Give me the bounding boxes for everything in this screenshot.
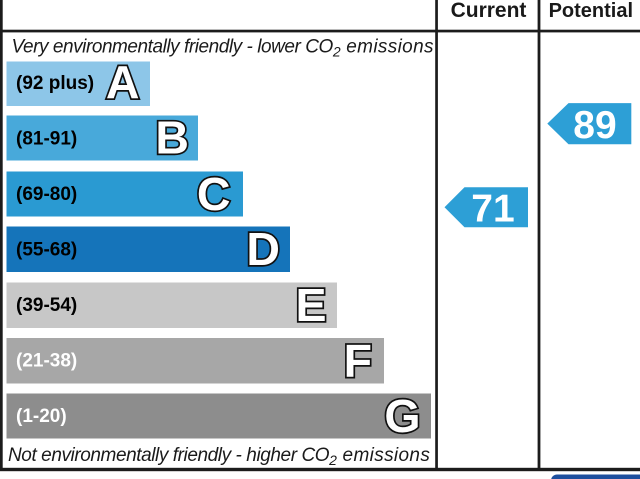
svg-text:B: B xyxy=(155,112,189,164)
svg-text:(81-91): (81-91) xyxy=(16,128,77,149)
svg-text:89: 89 xyxy=(573,104,616,147)
svg-text:Very environmentally friendly: Very environmentally friendly - lower CO… xyxy=(12,37,435,60)
svg-text:D: D xyxy=(246,223,280,275)
svg-text:G: G xyxy=(384,390,420,442)
svg-text:(39-54): (39-54) xyxy=(16,295,77,316)
svg-text:(55-68): (55-68) xyxy=(16,240,77,261)
svg-text:E: E xyxy=(295,279,326,331)
svg-text:(92 plus): (92 plus) xyxy=(16,73,94,94)
svg-text:(21-38): (21-38) xyxy=(16,351,77,372)
svg-text:71: 71 xyxy=(471,188,514,231)
svg-text:(69-80): (69-80) xyxy=(16,184,77,205)
svg-text:Potential: Potential xyxy=(549,0,633,22)
svg-text:C: C xyxy=(197,168,231,220)
svg-text:(1-20): (1-20) xyxy=(16,406,67,427)
svg-text:Current: Current xyxy=(451,0,527,22)
svg-text:F: F xyxy=(344,334,372,386)
svg-text:Not environmentally friendly -: Not environmentally friendly - higher CO… xyxy=(8,445,430,468)
svg-text:A: A xyxy=(106,56,140,108)
